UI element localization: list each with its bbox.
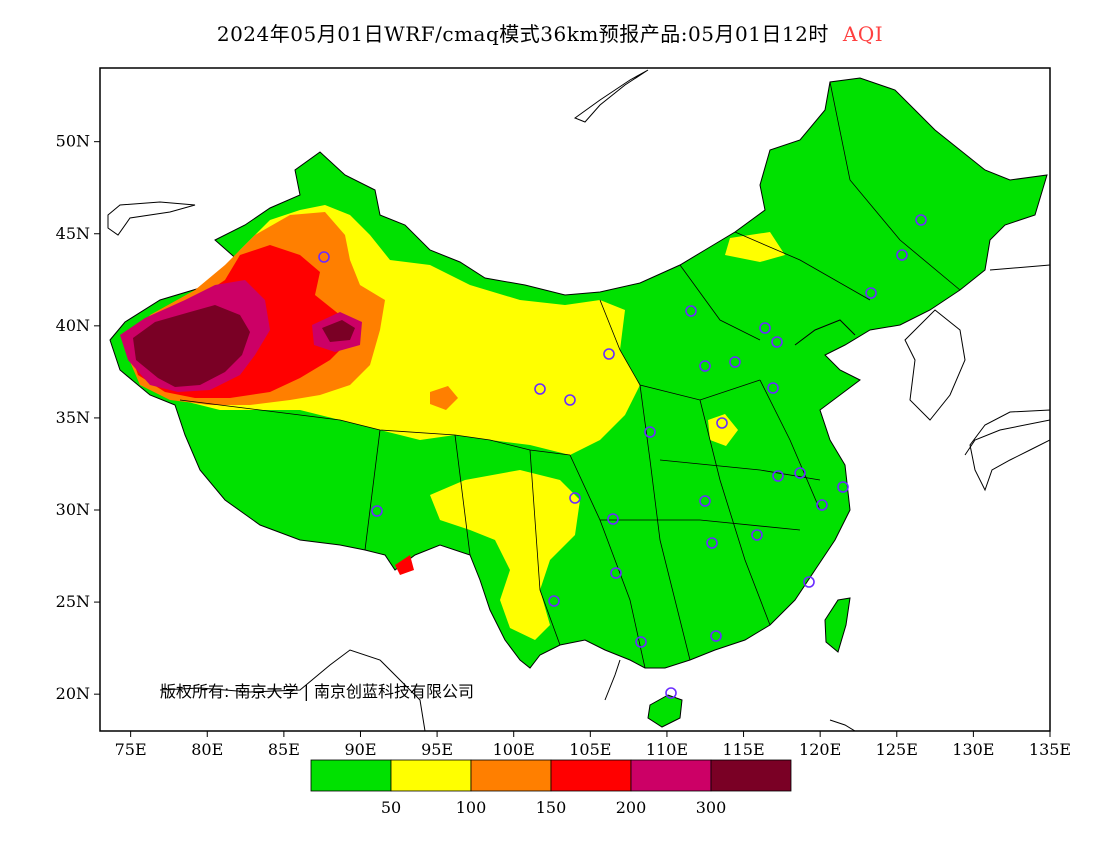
legend-swatch	[470, 759, 552, 792]
city-marker	[794, 467, 806, 479]
city-marker	[771, 336, 783, 348]
x-tick-label: 120E	[799, 740, 841, 759]
x-tick-label: 85E	[268, 740, 300, 759]
city-markers	[318, 214, 927, 699]
city-marker	[816, 499, 828, 511]
x-tick-label: 100E	[493, 740, 535, 759]
y-tick-label: 20N	[56, 684, 90, 703]
city-marker	[699, 495, 711, 507]
city-marker	[729, 356, 741, 368]
aqi-band-50-100-north	[725, 232, 785, 262]
legend-label: 200	[616, 798, 647, 817]
city-marker	[751, 529, 763, 541]
legend-label: 150	[536, 798, 567, 817]
city-marker	[607, 513, 619, 525]
legend-swatch	[550, 759, 632, 792]
taiwan-island	[824, 597, 851, 653]
city-marker	[767, 382, 779, 394]
x-tick-label: 115E	[722, 740, 764, 759]
y-tick-label: 30N	[56, 500, 90, 519]
legend-swatch	[390, 759, 472, 792]
city-marker	[635, 636, 647, 648]
x-axis: 75E 80E 85E 90E 95E 100E 105E 110E 115E 120E 125E 1…	[115, 731, 1071, 759]
x-tick-label: 95E	[421, 740, 453, 759]
city-marker	[837, 481, 849, 493]
color-legend: 50 100 150 200 300	[310, 759, 792, 817]
aqi-band-over-300-spot	[322, 320, 355, 342]
legend-label: 300	[696, 798, 727, 817]
legend-label: 50	[381, 798, 401, 817]
x-tick-label: 80E	[191, 740, 223, 759]
map-area	[107, 69, 1050, 731]
hainan-island	[647, 694, 683, 728]
city-marker	[371, 505, 383, 517]
city-marker	[716, 417, 728, 429]
y-tick-label: 50N	[56, 132, 90, 151]
city-marker	[896, 249, 908, 261]
aqi-band-100-150-spot	[430, 386, 458, 410]
city-marker	[534, 383, 546, 395]
x-tick-label: 110E	[646, 740, 688, 759]
city-marker	[548, 595, 560, 607]
aqi-band-150-200-spot	[395, 555, 414, 575]
city-marker	[915, 214, 927, 226]
city-marker	[569, 492, 581, 504]
legend-swatch	[630, 759, 712, 792]
x-tick-label: 90E	[344, 740, 376, 759]
city-marker	[699, 360, 711, 372]
city-marker	[685, 305, 697, 317]
y-tick-label: 45N	[56, 224, 90, 243]
city-marker	[603, 348, 615, 360]
x-tick-label: 75E	[115, 740, 147, 759]
legend-label: 100	[456, 798, 487, 817]
y-tick-label: 35N	[56, 408, 90, 427]
city-marker	[865, 287, 877, 299]
map-title: 2024年05月01日WRF/cmaq模式36km预报产品:05月01日12时 A…	[0, 18, 1100, 47]
y-axis: 20N 25N 30N 35N 40N 45N 50N	[56, 132, 100, 703]
city-marker	[710, 630, 722, 642]
city-marker	[564, 394, 576, 406]
city-marker	[644, 426, 656, 438]
aqi-band-50-100-south	[430, 470, 580, 640]
title-text: 2024年05月01日WRF/cmaq模式36km预报产品:05月01日12时	[216, 22, 829, 46]
city-marker	[318, 251, 330, 263]
aqi-band-50-100-east	[708, 414, 738, 446]
x-tick-label: 130E	[952, 740, 994, 759]
aqi-band-over-300	[133, 305, 250, 387]
title-quantity: AQI	[842, 22, 884, 46]
legend-swatch	[710, 759, 792, 792]
city-marker	[706, 537, 718, 549]
copyright-text: 版权所有: 南京大学 | 南京创蓝科技有限公司	[160, 682, 474, 701]
city-marker	[803, 576, 815, 588]
x-tick-label: 125E	[876, 740, 918, 759]
y-tick-label: 25N	[56, 592, 90, 611]
city-marker	[665, 687, 677, 699]
province-boundaries	[179, 81, 961, 669]
city-marker	[759, 322, 771, 334]
x-tick-label: 105E	[569, 740, 611, 759]
legend-swatch	[310, 759, 392, 792]
map-frame	[99, 67, 1051, 732]
x-tick-label: 135E	[1029, 740, 1071, 759]
neighbor-coastlines	[107, 69, 1050, 731]
city-marker	[772, 470, 784, 482]
y-tick-label: 40N	[56, 316, 90, 335]
city-marker	[610, 567, 622, 579]
